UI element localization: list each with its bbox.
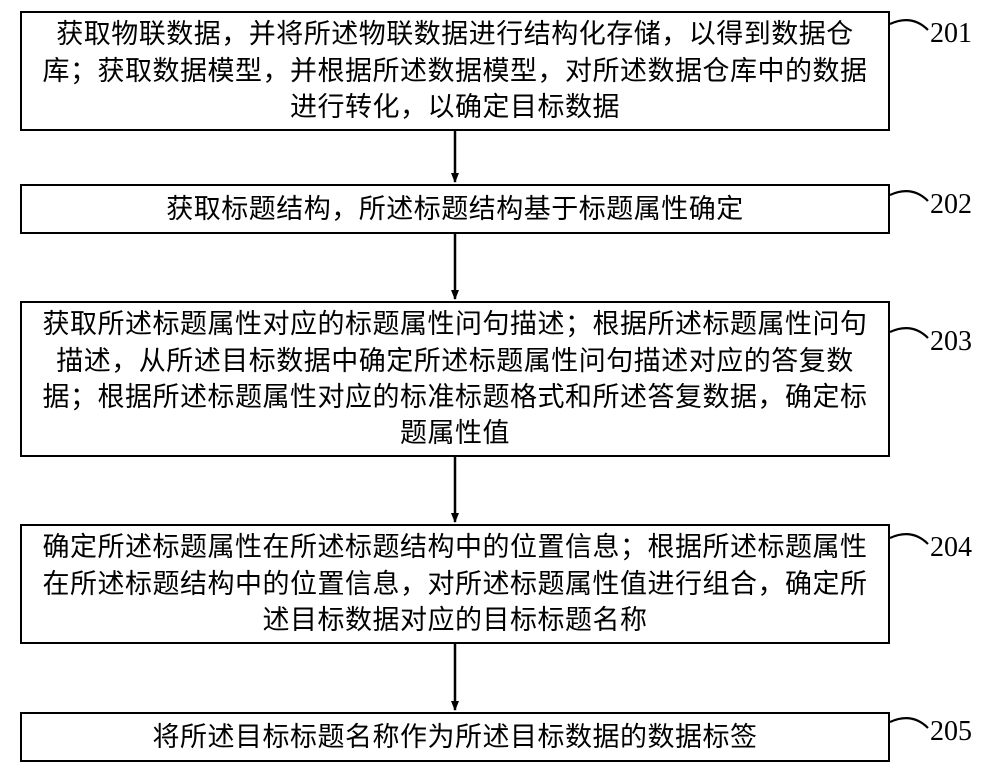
step-label-204: 204 (930, 532, 972, 564)
step-box-203: 获取所述标题属性对应的标题属性问句描述；根据所述标题属性问句描述，从所述目标数据… (20, 301, 890, 457)
step-text-204: 确定所述标题属性在所述标题结构中的位置信息；根据所述标题属性在所述标题结构中的位… (40, 529, 870, 638)
label-connectors (890, 20, 928, 728)
label-connector-205 (890, 718, 928, 728)
step-label-202: 202 (930, 189, 972, 221)
step-label-201: 201 (930, 18, 972, 50)
step-box-201: 获取物联数据，并将所述物联数据进行结构化存储，以得到数据仓库；获取数据模型，并根… (20, 11, 890, 131)
step-text-203: 获取所述标题属性对应的标题属性问句描述；根据所述标题属性问句描述，从所述目标数据… (40, 306, 870, 452)
step-box-204: 确定所述标题属性在所述标题结构中的位置信息；根据所述标题属性在所述标题结构中的位… (20, 524, 890, 644)
flowchart-canvas: 获取物联数据，并将所述物联数据进行结构化存储，以得到数据仓库；获取数据模型，并根… (0, 0, 1000, 783)
label-connector-202 (890, 191, 928, 201)
step-text-205: 将所述目标标题名称作为所述目标数据的数据标签 (40, 719, 870, 755)
label-connector-204 (890, 534, 928, 544)
label-connector-201 (890, 20, 928, 30)
step-label-203: 203 (930, 326, 972, 358)
step-box-205: 将所述目标标题名称作为所述目标数据的数据标签 (20, 712, 890, 762)
label-connector-203 (890, 328, 928, 338)
step-text-201: 获取物联数据，并将所述物联数据进行结构化存储，以得到数据仓库；获取数据模型，并根… (40, 16, 870, 125)
step-label-205: 205 (930, 716, 972, 748)
step-text-202: 获取标题结构，所述标题结构基于标题属性确定 (40, 191, 870, 227)
step-box-202: 获取标题结构，所述标题结构基于标题属性确定 (20, 184, 890, 234)
